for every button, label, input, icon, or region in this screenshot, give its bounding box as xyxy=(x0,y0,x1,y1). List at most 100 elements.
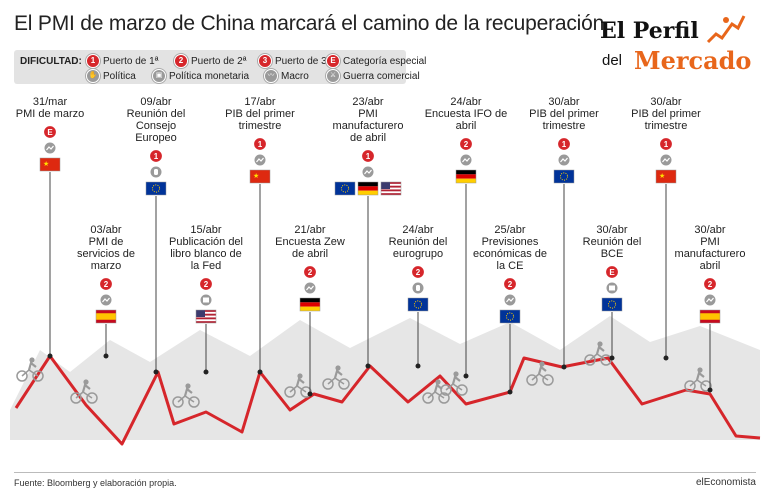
event-dot xyxy=(707,387,713,393)
difficulty-badge-2-icon: 2 xyxy=(502,276,518,292)
event-description-line: PIB del primer xyxy=(225,108,295,120)
event-description-line: abril xyxy=(699,260,721,272)
svg-text:★: ★ xyxy=(659,172,665,180)
legend-item-politica: ✋ Política xyxy=(86,69,136,83)
event-description-line: abril xyxy=(455,120,477,132)
mountains-background xyxy=(10,316,760,440)
event-description-line: Europeo xyxy=(135,132,177,144)
difficulty-badge-1-icon: 1 xyxy=(658,136,674,152)
svg-text:E: E xyxy=(47,128,53,137)
event-description-line: Reunión del xyxy=(582,236,642,248)
footer-divider xyxy=(14,472,756,473)
svg-text:★: ★ xyxy=(253,172,259,180)
difficulty-badge-2-icon: 2 xyxy=(198,276,214,292)
svg-text:2: 2 xyxy=(104,280,109,289)
svg-text:1: 1 xyxy=(664,140,669,149)
difficulty-badge-2-icon: 2 xyxy=(702,276,718,292)
politics-icon xyxy=(149,165,163,179)
event-description-line: PMI de xyxy=(88,236,124,248)
svg-text:2: 2 xyxy=(416,268,421,277)
svg-text:1: 1 xyxy=(154,152,159,161)
difficulty-badge-1-icon: 1 xyxy=(252,136,268,152)
politics-icon xyxy=(411,281,425,295)
event-description-line: PIB del primer xyxy=(631,108,701,120)
event-dot xyxy=(103,353,109,359)
cyclist-icon xyxy=(526,361,554,386)
macro-icon xyxy=(557,153,571,167)
cyclist-icon xyxy=(440,371,468,396)
legend-item-especial: E Categoría especial xyxy=(326,54,426,68)
event-dot xyxy=(307,391,313,397)
trade-war-icon: ⚔ xyxy=(326,69,340,83)
flag-germany-icon xyxy=(299,297,321,312)
cyclist-icon xyxy=(16,357,44,382)
difficulty-badge-1-icon: 1 xyxy=(360,148,376,164)
difficulty-badge-2-icon: 2 xyxy=(98,276,114,292)
monetary-policy-icon: ▣ xyxy=(152,69,166,83)
flag-spain-icon xyxy=(699,309,721,324)
event-label: 03/abr PMI de servicios de marzo xyxy=(56,224,156,272)
svg-text:★: ★ xyxy=(43,160,49,168)
event-dot xyxy=(153,369,159,375)
badge-e-icon: E xyxy=(326,54,340,68)
event-description-line: PMI xyxy=(700,236,720,248)
event-description-line: Reunión del xyxy=(388,236,448,248)
event-description-line: la Fed xyxy=(190,260,222,272)
event-dot xyxy=(609,355,615,361)
event-description-line: de abril xyxy=(291,248,329,260)
event-date: 23/abr xyxy=(352,96,384,108)
flag-germany-icon xyxy=(455,169,477,184)
flag-china-icon: ★ xyxy=(39,157,61,172)
flag-eu-icon xyxy=(334,181,356,196)
event-date: 15/abr xyxy=(190,224,222,236)
event-dot xyxy=(365,363,371,369)
event-date: 24/abr xyxy=(402,224,434,236)
event-description-line: Reunión del xyxy=(126,108,186,120)
event-date: 03/abr xyxy=(90,224,122,236)
event-description-line: BCE xyxy=(600,248,624,260)
svg-text:1: 1 xyxy=(258,140,263,149)
event-description-line: de abril xyxy=(349,132,387,144)
event-date: 17/abr xyxy=(244,96,276,108)
cyclist-icon xyxy=(322,365,350,390)
event-label: 23/abr PMI manufacturero de abril xyxy=(318,96,418,144)
event-label: 09/abr Reunión del Consejo Europeo xyxy=(106,96,206,144)
event-label: 21/abr Encuesta Zew de abril xyxy=(260,224,360,260)
macro-icon xyxy=(253,153,267,167)
event-date: 30/abr xyxy=(694,224,726,236)
difficulty-legend: DIFICULTAD: 1 Puerto de 1ª 2 Puerto de 2… xyxy=(14,50,426,84)
macro-icon xyxy=(459,153,473,167)
svg-text:2: 2 xyxy=(464,140,469,149)
svg-text:1: 1 xyxy=(562,140,567,149)
event-description-line: marzo xyxy=(90,260,122,272)
event-dot xyxy=(561,364,567,370)
macro-icon xyxy=(659,153,673,167)
badge-1-icon: 1 xyxy=(86,54,100,68)
event-description-line: trimestre xyxy=(238,120,282,132)
macro-icon xyxy=(361,165,375,179)
flag-eu-icon xyxy=(145,181,167,196)
event-description-line: eurogrupo xyxy=(392,248,444,260)
logo-line2: del xyxy=(602,52,623,69)
event-description-line: Previsiones xyxy=(481,236,539,248)
event-date: 09/abr xyxy=(140,96,172,108)
flag-usa-icon xyxy=(195,309,217,324)
flag-germany-icon xyxy=(357,181,379,196)
event-dot xyxy=(463,373,469,379)
event-dot xyxy=(257,369,263,375)
legend-item-guerra-comercial: ⚔ Guerra comercial xyxy=(326,69,420,83)
svg-text:2: 2 xyxy=(204,280,209,289)
svg-text:1: 1 xyxy=(366,152,371,161)
cyclist-icon xyxy=(172,383,200,408)
event-description-line: Publicación del xyxy=(169,236,243,248)
event-label: 24/abr Reunión del eurogrupo xyxy=(368,224,468,260)
event-dot xyxy=(203,369,209,375)
svg-text:2: 2 xyxy=(708,280,713,289)
event-label: 15/abr Publicación del libro blanco de la F… xyxy=(156,224,256,272)
event-description-line: Consejo xyxy=(135,120,177,132)
event-label: 30/abr Reunión del BCE xyxy=(562,224,662,260)
event-label: 31/mar PMI de marzo xyxy=(0,96,100,120)
difficulty-badge-1-icon: 1 xyxy=(556,136,572,152)
event-dot xyxy=(663,355,669,361)
